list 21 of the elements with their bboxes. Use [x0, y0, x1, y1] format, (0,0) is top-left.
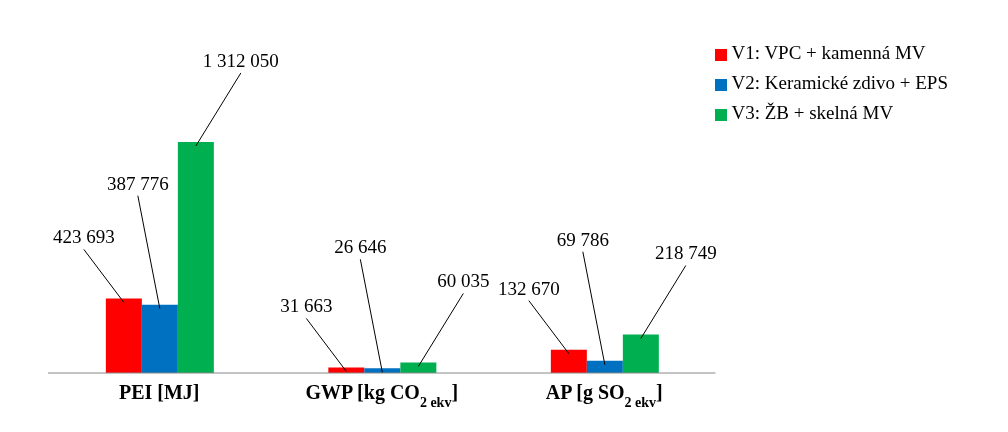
data-label: 387 776 — [106, 172, 169, 194]
legend-label: V3: ŽB + skelná MV — [731, 102, 894, 123]
x-tick-label: GWP [kg CO$_{2 ekv}$] — [305, 381, 459, 410]
bar — [141, 304, 178, 373]
data-label: 26 646 — [334, 236, 387, 258]
bar — [550, 349, 587, 373]
bar — [622, 334, 659, 373]
data-label: 31 663 — [280, 295, 333, 317]
legend-label: V1: VPC + kamenná MV — [731, 42, 926, 63]
data-label: 218 749 — [654, 242, 717, 264]
bar — [400, 362, 437, 373]
data-label: 423 693 — [52, 226, 115, 248]
data-label: 132 670 — [497, 277, 560, 299]
data-label: 60 035 — [437, 270, 490, 292]
data-label: 1 312 050 — [202, 49, 279, 71]
x-tick-label: PEI [MJ] — [118, 381, 200, 403]
bar — [105, 298, 142, 373]
bar — [177, 141, 214, 373]
x-tick-label: AP [g SO$_{2 ekv}$] — [545, 381, 663, 410]
legend-label: V2: Keramické zdivo + EPS — [731, 72, 948, 93]
data-label: 69 786 — [556, 228, 609, 250]
